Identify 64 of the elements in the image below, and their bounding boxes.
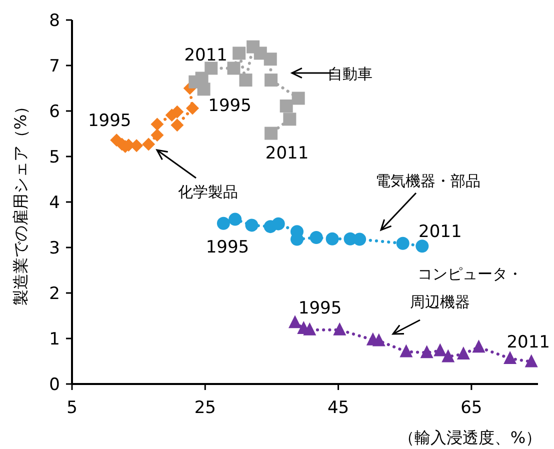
point [292, 92, 305, 105]
x-tick-label: 45 [327, 398, 350, 418]
point [239, 74, 252, 87]
x-tick-label: 25 [194, 398, 216, 418]
x-axis-title: （輸入浸透度、%） [398, 428, 542, 447]
point [372, 333, 386, 346]
point [504, 351, 517, 364]
annotation: 1995 [298, 298, 342, 319]
text: コンピュータ・周辺機器 [410, 265, 522, 311]
annotation: 1995 [88, 111, 132, 132]
point [142, 138, 156, 151]
point [310, 230, 323, 244]
point [442, 349, 455, 362]
point [456, 346, 470, 360]
point [333, 322, 346, 336]
point [420, 345, 434, 358]
point [326, 232, 339, 246]
annotation: 1995 [208, 96, 252, 116]
point [150, 128, 164, 142]
point [288, 315, 302, 328]
y-tick-label: 6 [49, 102, 60, 122]
text: 化学製品 [178, 183, 238, 201]
point [170, 118, 184, 132]
point [272, 217, 285, 230]
point [524, 354, 538, 368]
point [303, 322, 316, 336]
point [280, 99, 293, 112]
point [434, 343, 447, 356]
point [227, 62, 240, 75]
point [400, 344, 413, 358]
point [264, 52, 277, 66]
y-tick-label: 4 [49, 193, 60, 213]
annotation: 2011 [418, 222, 462, 242]
y-tick-label: 5 [49, 148, 60, 168]
point [416, 240, 429, 253]
point [264, 74, 278, 87]
y-tick-label: 1 [49, 330, 60, 350]
text: 電気機器・部品 [376, 172, 480, 190]
point [472, 340, 486, 353]
point [245, 218, 258, 232]
point [186, 102, 199, 115]
annotation: 2011 [265, 143, 309, 164]
y-axis-title: 製造業での雇用シェア（%） [11, 98, 30, 306]
annotation: 1995 [206, 237, 250, 258]
point [170, 105, 184, 118]
annotation: 2011 [184, 45, 228, 66]
point [150, 118, 164, 131]
point [232, 46, 246, 60]
point [264, 126, 278, 140]
point [204, 62, 218, 75]
y-tick-label: 7 [49, 56, 60, 76]
y-tick-label: 2 [49, 284, 60, 304]
y-tick-label: 3 [49, 238, 60, 258]
point [283, 112, 296, 126]
point [396, 236, 410, 250]
point [130, 139, 144, 152]
x-tick-label: 65 [460, 398, 482, 418]
point [228, 212, 242, 226]
point [216, 216, 230, 230]
x-tick-label: 5 [66, 398, 78, 418]
y-tick-label: 8 [49, 11, 60, 31]
annotation: 2011 [506, 332, 550, 353]
y-tick-label: 0 [49, 375, 60, 395]
point [353, 232, 366, 246]
